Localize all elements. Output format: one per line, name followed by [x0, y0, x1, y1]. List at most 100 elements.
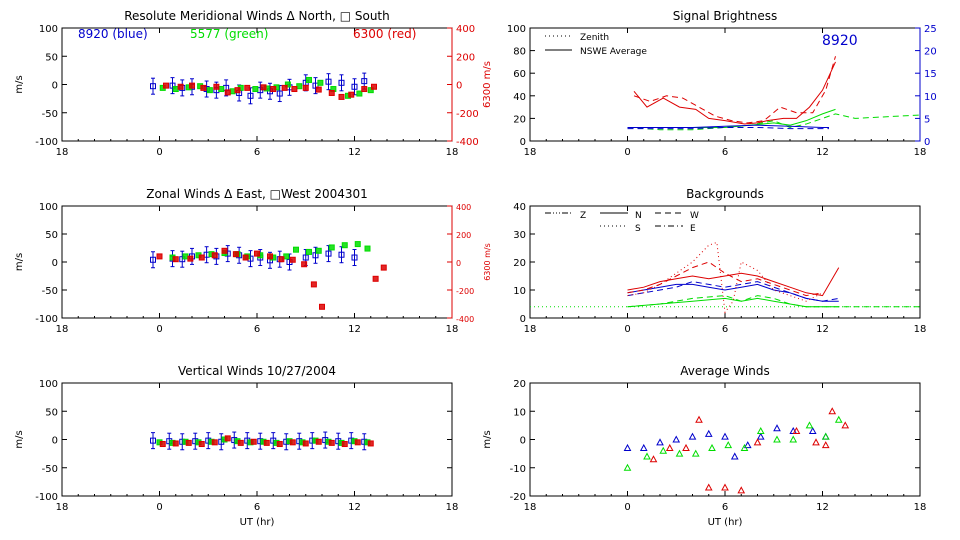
panel-average: Average Winds 18 0 6 12 18 20 10 0 -10 -20 m/s UT (h… [482, 364, 926, 528]
data-point [789, 435, 798, 443]
x-tick-label: 0 [624, 147, 630, 158]
x-axis-label: UT (hr) [708, 517, 743, 528]
data-point [306, 76, 312, 83]
data-point [310, 281, 317, 288]
data-point [213, 83, 220, 90]
data-point [325, 250, 332, 257]
data-point [341, 441, 348, 448]
data-point [328, 327, 333, 332]
y-tick-label: 20 [513, 114, 526, 125]
data-point [355, 372, 360, 377]
data-point [291, 86, 298, 93]
y-right-tick-label: 10 [924, 92, 937, 103]
y-axis-label: m/s [14, 430, 25, 448]
data-point [156, 253, 163, 260]
y-tick-label: -10 [510, 464, 526, 475]
y-axis-label: m/s [14, 75, 25, 93]
x-tick-label: 18 [56, 502, 69, 513]
x-tick-label: 6 [722, 147, 728, 158]
data-point [276, 441, 283, 448]
data-point [656, 438, 664, 446]
data-point [283, 253, 290, 260]
legend-entry: 6300 (red) [353, 27, 416, 41]
data-point [753, 438, 762, 446]
y-tick-label: 0 [520, 137, 526, 148]
data-point [315, 86, 322, 93]
y-tick-label: 50 [45, 230, 58, 241]
series-line-red-solid [627, 267, 840, 297]
data-point [665, 443, 674, 451]
y-tick-label: 0 [520, 436, 526, 447]
data-point [281, 84, 288, 91]
y-right-tick-label: -200 [456, 287, 474, 296]
data-point [218, 86, 225, 93]
data-point [354, 439, 361, 446]
data-point [756, 426, 765, 435]
data-point [721, 483, 729, 491]
series-line-green-solid [627, 297, 839, 308]
data-point [834, 415, 843, 423]
data-point [150, 256, 156, 263]
x-tick-label: 6 [254, 502, 260, 513]
data-point [338, 93, 345, 100]
data-point [380, 264, 387, 271]
y-tick-label: 50 [45, 407, 58, 418]
chart-title: Average Winds [680, 364, 770, 378]
data-point [293, 246, 299, 253]
data-point [821, 432, 830, 440]
data-point [743, 441, 752, 449]
x-tick-label: 0 [156, 147, 162, 158]
x-tick-label: 6 [722, 502, 728, 513]
chart-title: Resolute Meridional Winds Δ North, □ Sou… [124, 9, 390, 23]
data-point [263, 439, 270, 446]
data-point [260, 84, 267, 91]
data-point [695, 415, 703, 423]
y-right-tick-label: 400 [456, 24, 475, 35]
data-point [237, 439, 244, 446]
data-point [639, 443, 648, 451]
legend-zenith: Zenith [580, 33, 609, 43]
plot-frame [61, 27, 453, 142]
series-line-green-dashed [627, 295, 920, 308]
data-point [163, 82, 169, 89]
y-tick-label: 100 [507, 24, 526, 35]
plot-frame [61, 205, 453, 319]
chart-title: Backgrounds [686, 187, 764, 201]
y-tick-label: -100 [35, 314, 58, 325]
y-right-tick-label: 200 [456, 231, 471, 240]
data-point [841, 421, 850, 429]
data-point [792, 426, 801, 435]
data-point [302, 254, 309, 261]
y-tick-label: -50 [42, 109, 58, 120]
data-point [659, 446, 668, 454]
series-line-red-dotted [627, 241, 823, 314]
y-right-axis-label: 6300 m/s [482, 61, 493, 108]
data-point [721, 432, 729, 440]
y-tick-label: 100 [39, 202, 58, 213]
plot-frame [529, 27, 921, 142]
x-tick-label: 18 [446, 147, 459, 158]
data-point [708, 443, 716, 451]
data-point [730, 452, 739, 460]
panel-meridional: Resolute Meridional Winds Δ North, □ Sou… [14, 9, 493, 158]
y-right-axis-label: 6300 m/s [483, 243, 492, 281]
series-line-blue-solid [627, 124, 829, 128]
data-point [325, 78, 332, 85]
data-point [242, 254, 249, 261]
x-tick-label: 18 [446, 324, 459, 335]
data-point [365, 349, 370, 354]
y-right-tick-label: 5 [924, 114, 930, 125]
x-tick-label: 12 [816, 147, 829, 158]
y-right-tick-label: 25 [924, 24, 937, 35]
x-tick-label: 18 [56, 147, 69, 158]
data-point [724, 441, 733, 449]
legend-entry: 8920 (blue) [78, 27, 148, 41]
data-point [351, 83, 358, 90]
y-tick-label: 100 [39, 24, 58, 35]
y-tick-label: 10 [513, 407, 526, 418]
series-line-green-dashed [627, 113, 920, 131]
y-right-tick-label: -200 [456, 109, 479, 120]
y-right-tick-label: 20 [924, 47, 937, 58]
data-point [232, 251, 239, 258]
